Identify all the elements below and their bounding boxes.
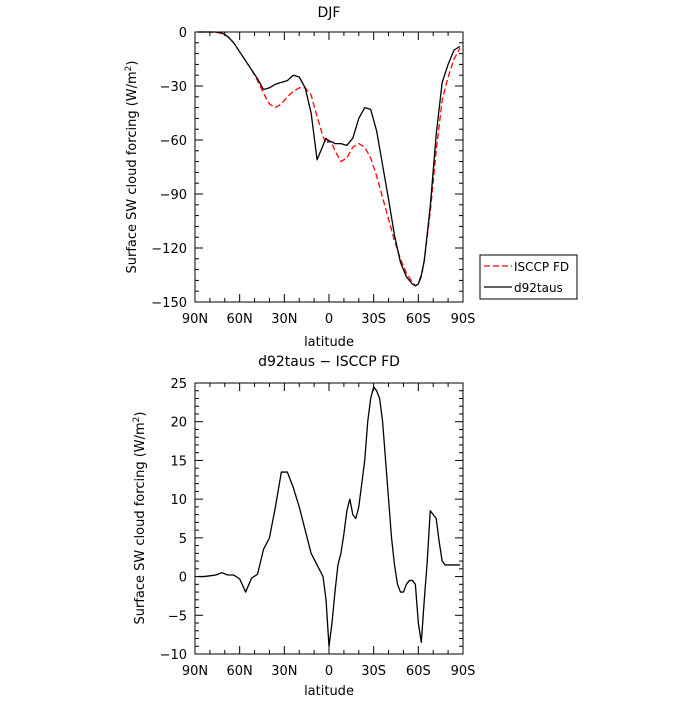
plot-frame <box>194 31 464 303</box>
y-tick-label: 0 <box>179 571 187 586</box>
y-tick-label: −90 <box>160 188 187 203</box>
y-tick-label: −120 <box>151 242 187 257</box>
y-tick-label: −10 <box>160 648 187 663</box>
y-tick-label: −150 <box>151 296 187 311</box>
chart-title: d92taus − ISCCP FD <box>258 354 400 370</box>
y-tick-label: −60 <box>160 134 187 149</box>
x-tick-label: 30S <box>361 312 386 327</box>
x-tick-label: 60N <box>227 664 253 679</box>
legend-box <box>479 254 578 300</box>
series-line-difference <box>197 386 461 647</box>
y-axis-label: Surface SW cloud forcing (W/m2) <box>124 61 140 274</box>
y-tick-label: 0 <box>179 26 187 41</box>
axis-ticks <box>194 31 464 303</box>
series-line-d92taus <box>197 31 461 287</box>
y-tick-label: −5 <box>168 609 187 624</box>
y-tick-label: 25 <box>170 377 187 392</box>
x-tick-label: 60S <box>406 664 431 679</box>
y-tick-label: 10 <box>170 493 187 508</box>
series-group <box>197 386 461 647</box>
y-axis-label: Surface SW cloud forcing (W/m2) <box>132 412 148 625</box>
legend-label-isccp: ISCCP FD <box>514 260 569 274</box>
y-tick-label: 5 <box>179 532 187 547</box>
legend: ISCCP FD d92taus <box>479 254 578 300</box>
y-tick-label: 20 <box>170 416 187 431</box>
x-tick-label: 30N <box>271 664 297 679</box>
x-tick-label: 30N <box>271 312 297 327</box>
x-axis-label: latitude <box>304 335 354 350</box>
x-tick-label: 90S <box>451 312 476 327</box>
legend-label-d92taus: d92taus <box>514 281 563 295</box>
x-axis-label: latitude <box>304 684 354 699</box>
x-tick-label: 0 <box>325 312 333 327</box>
x-tick-label: 90N <box>182 664 208 679</box>
x-tick-label: 60N <box>227 312 253 327</box>
x-tick-label: 90N <box>182 312 208 327</box>
axis-ticks <box>194 382 464 655</box>
x-tick-label: 90S <box>451 664 476 679</box>
chart-title: DJF <box>318 5 341 21</box>
series-line-isccp-fd <box>197 31 461 287</box>
series-group <box>197 31 461 287</box>
y-tick-label: 15 <box>170 454 187 469</box>
x-tick-label: 30S <box>361 664 386 679</box>
x-tick-label: 60S <box>406 312 431 327</box>
x-tick-label: 0 <box>325 664 333 679</box>
y-tick-label: −30 <box>160 80 187 95</box>
